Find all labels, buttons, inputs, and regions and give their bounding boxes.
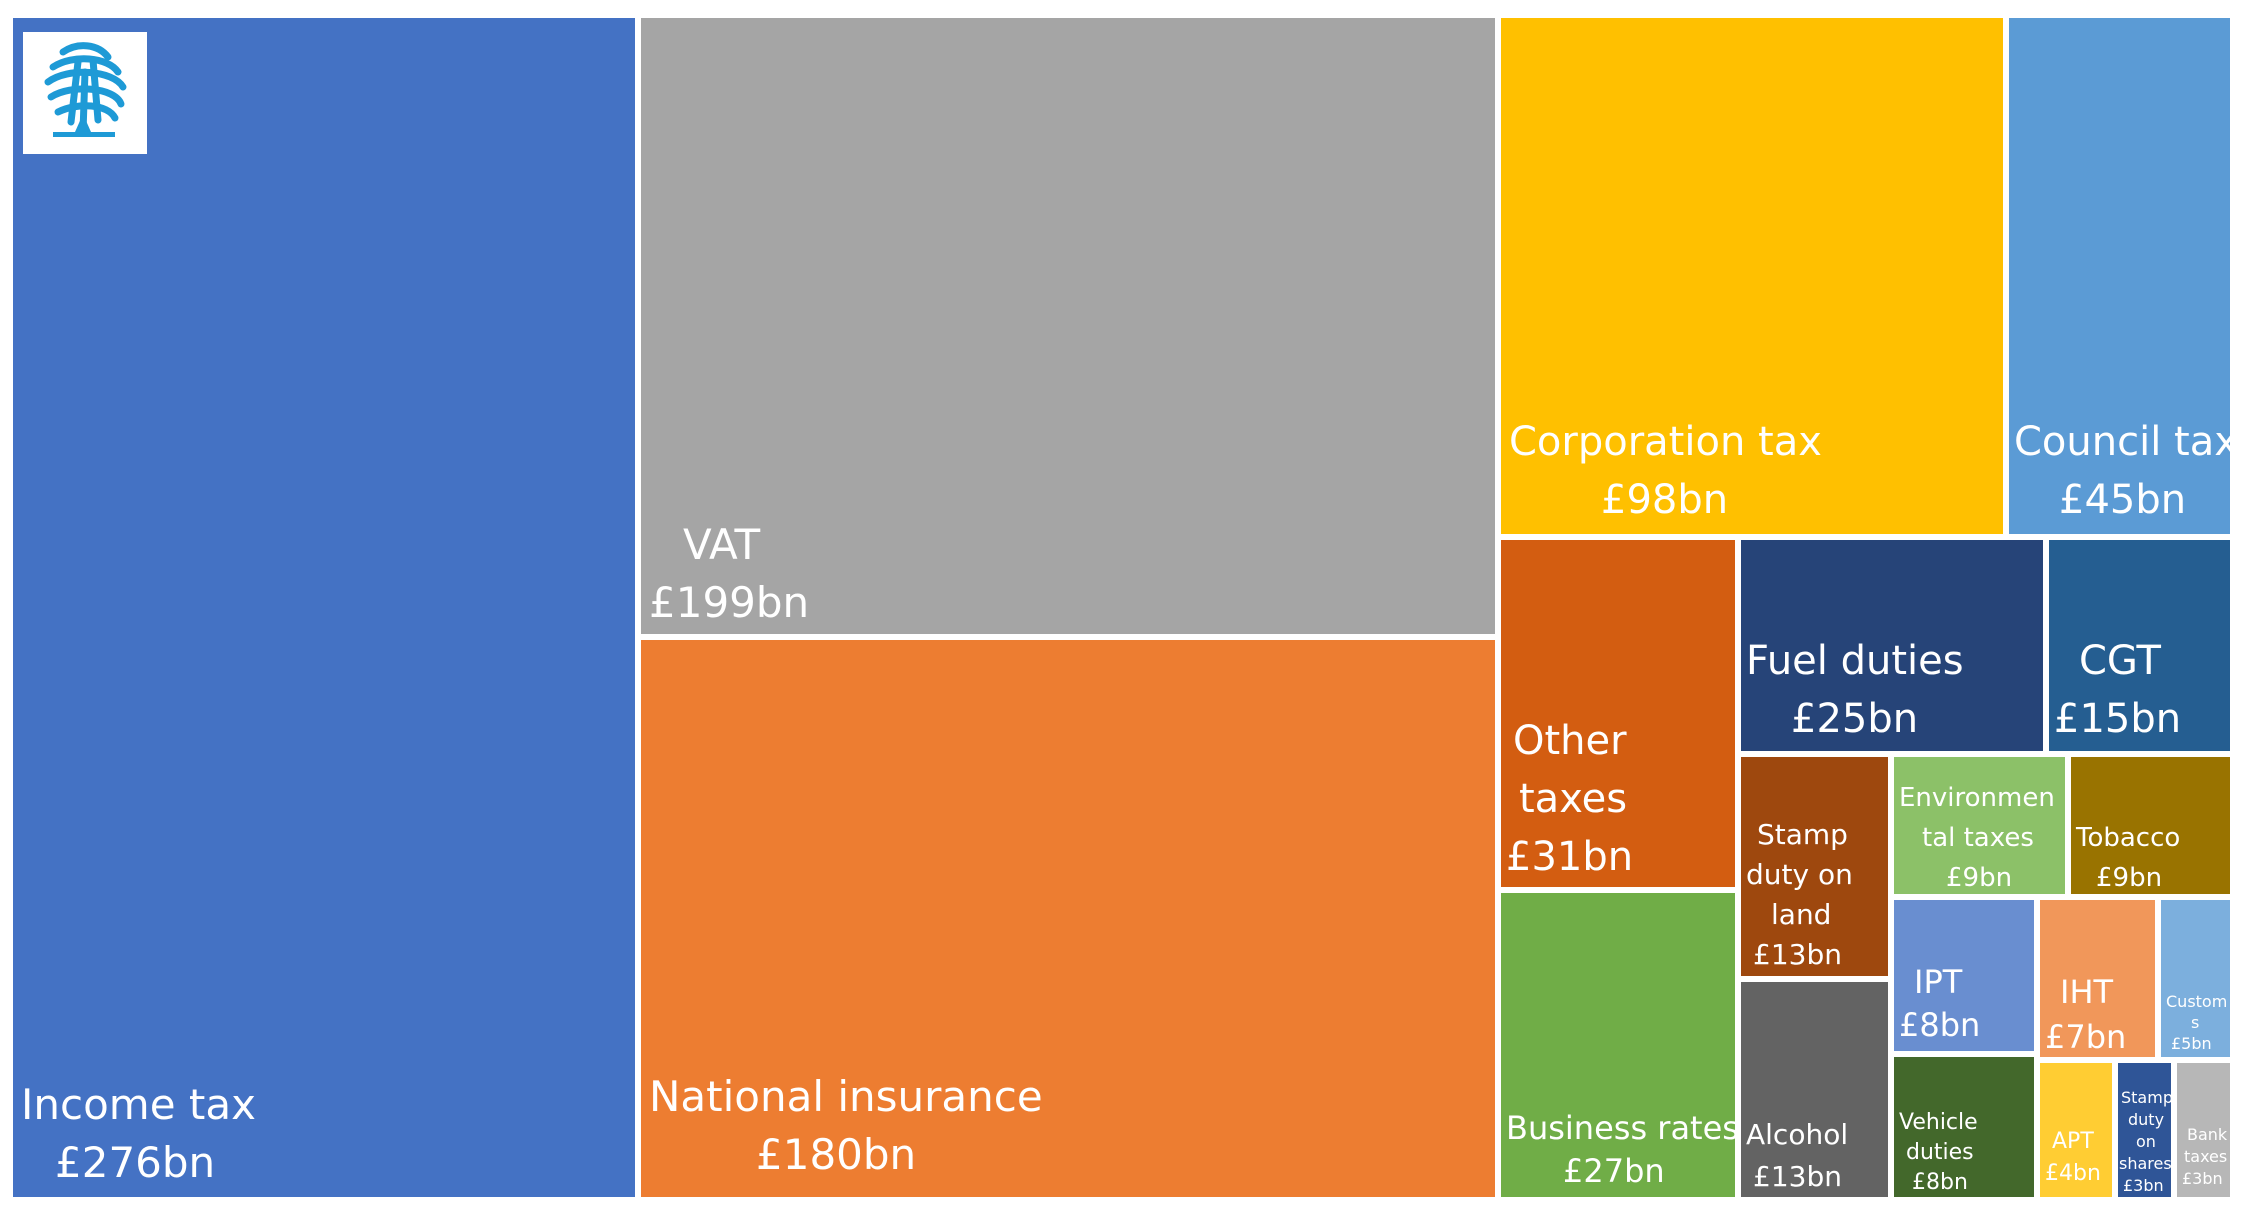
tile-label-line: Fuel duties xyxy=(1746,638,1964,684)
tile-label-line: Stamp xyxy=(2121,1088,2173,1107)
treemap-tile-council-tax: Council tax £45bn xyxy=(2006,15,2233,537)
tile-value-label: £31bn xyxy=(1506,834,1634,880)
tile-label-line: Council tax xyxy=(2014,419,2233,465)
treemap-tile-business-rates: Business rates £27bn xyxy=(1498,890,1738,1200)
treemap-tile-bank-taxes: Bank taxes £3bn xyxy=(2174,1060,2233,1200)
tile-label-line: on xyxy=(2136,1132,2156,1151)
treemap-tile-iht: IHT £7bn xyxy=(2037,897,2158,1060)
tile-value-label: £45bn xyxy=(2059,477,2187,523)
tile-label-line: Vehicle xyxy=(1899,1110,1978,1135)
tile-value-label: £199bn xyxy=(649,578,810,627)
treemap-tile-corporation-tax: Corporation tax £98bn xyxy=(1498,15,2006,537)
tile-value-label: £8bn xyxy=(1912,1170,1968,1195)
tile-value-label: £9bn xyxy=(1946,863,2013,893)
tile-label-line: Environmen xyxy=(1899,783,2055,813)
tile-value-label: £3bn xyxy=(2123,1176,2164,1195)
tile-value-label: £4bn xyxy=(2045,1161,2101,1186)
treemap-tile-apt: APT £4bn xyxy=(2037,1060,2115,1200)
tile-label-line: IHT xyxy=(2060,973,2114,1011)
treemap-tile-other-taxes: Other taxes £31bn xyxy=(1498,537,1738,890)
treemap-tile-fuel-duties: Fuel duties £25bn xyxy=(1738,537,2046,754)
tile-label-line: duty on xyxy=(1746,858,1853,891)
tile-value-label: £7bn xyxy=(2045,1018,2127,1056)
tile-label-line: Custom xyxy=(2166,992,2228,1011)
tile-label-line: Business rates xyxy=(1506,1109,1738,1147)
tile-value-label: £98bn xyxy=(1601,477,1729,523)
tree-logo-svg xyxy=(44,42,127,137)
treemap-tile-customs: Custom s £5bn xyxy=(2158,897,2233,1060)
tile-label-line: tal taxes xyxy=(1922,823,2034,853)
treemap-tile-ipt: IPT £8bn xyxy=(1891,897,2037,1054)
tile-label-line: Alcohol xyxy=(1746,1118,1849,1151)
tile-value-label: £27bn xyxy=(1563,1152,1665,1190)
tile-value-label: £276bn xyxy=(55,1138,216,1187)
treemap-tile-stamp-duty-on-land: Stamp duty on land £13bn xyxy=(1738,754,1891,979)
tile-value-label: £9bn xyxy=(2096,863,2163,893)
treemap-tile-vat: VAT £199bn xyxy=(638,15,1498,637)
tile-value-label: £15bn xyxy=(2054,696,2182,742)
tile-label-line: duties xyxy=(1906,1140,1974,1165)
tile-label-line: CGT xyxy=(2079,638,2161,684)
tile-label-line: APT xyxy=(2052,1129,2094,1154)
tile-label-line: Corporation tax xyxy=(1509,419,1822,465)
treemap-tile-environmental-taxes: Environmen tal taxes £9bn xyxy=(1891,754,2068,897)
tile-value-label: £3bn xyxy=(2182,1169,2223,1188)
tile-label-line: taxes xyxy=(1519,776,1628,822)
treemap-tile-income-tax: Income tax £276bn xyxy=(10,15,638,1200)
tile-label-line: National insurance xyxy=(649,1072,1043,1121)
tile-label-line: duty xyxy=(2128,1110,2165,1129)
tree-logo-icon xyxy=(23,32,147,154)
tile-value-label: £180bn xyxy=(756,1130,917,1179)
tile-label-line: land xyxy=(1771,898,1832,931)
treemap-tile-alcohol: Alcohol £13bn xyxy=(1738,979,1891,1200)
tile-label-line: Bank xyxy=(2187,1125,2228,1144)
treemap-tile-vehicle-duties: Vehicle duties £8bn xyxy=(1891,1054,2037,1200)
tile-label-line: shares xyxy=(2119,1154,2172,1173)
tile-value-label: £5bn xyxy=(2171,1034,2212,1053)
tile-value-label: £8bn xyxy=(1899,1006,1981,1044)
treemap-tile-national-insurance: National insurance £180bn xyxy=(638,637,1498,1200)
tile-label-line: Tobacco xyxy=(2076,823,2181,853)
tile-label-line: VAT xyxy=(683,520,761,569)
tile-label-line: s xyxy=(2191,1013,2200,1032)
tile-label-line: Stamp xyxy=(1757,818,1848,851)
treemap-tile-tobacco: Tobacco £9bn xyxy=(2068,754,2233,897)
treemap-tile-stamp-duty-on-shares: Stamp duty on shares £3bn xyxy=(2115,1060,2174,1200)
tile-value-label: £13bn xyxy=(1753,1160,1842,1193)
tile-label-line: Other xyxy=(1513,718,1627,764)
tile-value-label: £25bn xyxy=(1791,696,1919,742)
tile-label-line: taxes xyxy=(2184,1147,2228,1166)
treemap-tile-cgt: CGT £15bn xyxy=(2046,537,2233,754)
tile-label-line: Income tax xyxy=(21,1080,256,1129)
tile-label-line: IPT xyxy=(1914,963,1963,1001)
tile-value-label: £13bn xyxy=(1753,938,1842,971)
